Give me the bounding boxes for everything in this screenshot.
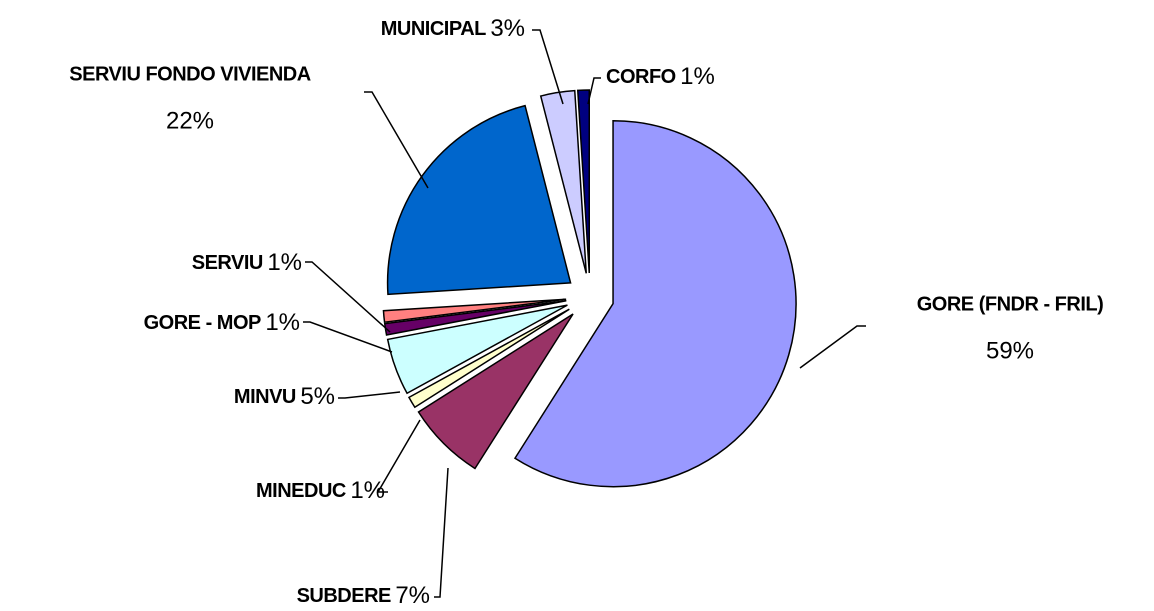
slice-name: SUBDERE: [297, 585, 391, 607]
leader-line: [303, 321, 393, 353]
slice-label: CORFO 1%: [606, 63, 715, 90]
slice-value: 1%: [265, 309, 300, 336]
slice-value: 1%: [267, 249, 302, 276]
slice-value: 1%: [350, 477, 385, 504]
slice-name: MINEDUC: [256, 480, 346, 502]
slice-label: SERVIU FONDO VIVIENDA: [69, 63, 310, 85]
pie-slice: [382, 298, 567, 324]
pie-slice: [513, 119, 797, 488]
slice-label: GORE (FNDR - FRIL): [917, 293, 1104, 315]
pie-slice: [407, 308, 570, 409]
leader-line: [364, 91, 429, 189]
leader-line: [587, 77, 601, 105]
pie-slice: [576, 89, 590, 274]
slice-value: 1%: [680, 63, 715, 90]
slice-label: SUBDERE 7%: [297, 582, 430, 609]
leader-line: [532, 29, 564, 105]
leader-line: [434, 467, 449, 598]
slice-label: MINEDUC 1%: [256, 477, 385, 504]
slice-name: SERVIU: [192, 252, 263, 274]
pie-slice: [386, 304, 568, 395]
leader-line: [799, 325, 866, 369]
slice-label: GORE - MOP 1%: [144, 309, 300, 336]
pie-slice: [383, 300, 567, 336]
leader-line: [305, 261, 391, 333]
leader-line: [376, 419, 421, 493]
leader-line: [338, 391, 401, 399]
slice-value: 5%: [300, 383, 335, 410]
slice-label: MUNICIPAL 3%: [381, 15, 525, 42]
slice-label: MINVU 5%: [234, 383, 335, 410]
slice-name: MUNICIPAL: [381, 18, 486, 40]
pie-slice: [417, 313, 574, 470]
slice-value: 7%: [395, 582, 430, 609]
pie-slice: [386, 104, 572, 296]
slice-name: MINVU: [234, 386, 296, 408]
slice-name: GORE - MOP: [144, 312, 261, 334]
pie-slice: [539, 89, 587, 274]
slice-value: 22%: [166, 107, 214, 134]
slice-value: 59%: [986, 337, 1034, 364]
slice-name: CORFO: [606, 66, 676, 88]
slice-label: SERVIU 1%: [192, 249, 302, 276]
slice-value: 3%: [490, 15, 525, 42]
